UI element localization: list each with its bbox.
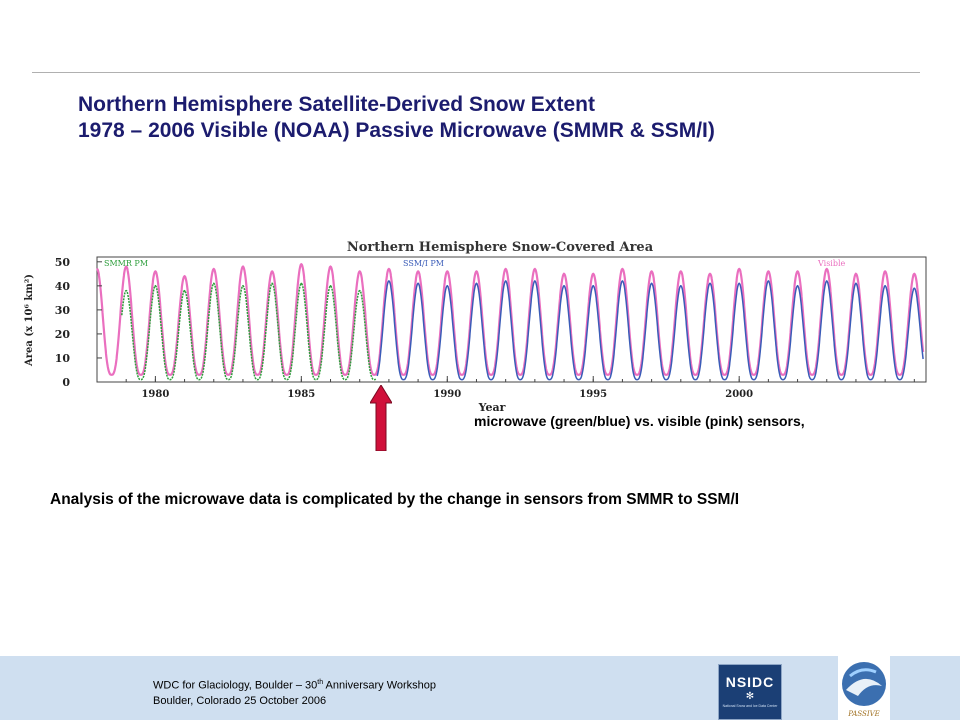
x-tick-label: 1995 bbox=[579, 389, 607, 400]
x-tick-label: 1985 bbox=[287, 389, 315, 400]
chart-title: Northern Hemisphere Snow-Covered Area bbox=[347, 240, 654, 255]
top-divider bbox=[32, 72, 920, 73]
x-axis-label: Year bbox=[478, 401, 506, 414]
series-line-visible bbox=[96, 262, 925, 376]
series-layer bbox=[96, 262, 925, 381]
x-tick-label: 2000 bbox=[725, 389, 753, 400]
data-point-smmr-pm bbox=[271, 282, 273, 285]
data-point-visible bbox=[125, 265, 127, 268]
data-point-visible bbox=[154, 270, 157, 273]
data-point-ssm-i-pm bbox=[825, 280, 828, 282]
y-tick-label: 10 bbox=[55, 352, 71, 365]
data-point-ssm-i-pm bbox=[767, 280, 770, 282]
nsidc-logo: NSIDC ✻ National Snow and Ice Data Cente… bbox=[718, 664, 782, 720]
data-point-ssm-i-pm bbox=[884, 285, 886, 287]
series-line-ssm-i-pm bbox=[376, 280, 924, 381]
data-point-smmr-pm bbox=[183, 289, 186, 292]
data-point-ssm-i-pm bbox=[680, 285, 682, 287]
data-point-ssm-i-pm bbox=[504, 280, 507, 282]
data-point-visible bbox=[212, 268, 215, 270]
data-point-smmr-pm bbox=[329, 285, 332, 287]
x-tick-label: 1980 bbox=[141, 389, 169, 400]
data-point-visible bbox=[650, 270, 653, 273]
data-point-visible bbox=[504, 268, 507, 270]
footer-line1: WDC for Glaciology, Boulder – 30th Anniv… bbox=[153, 679, 437, 692]
chart-label-smmr: SMMR PM bbox=[104, 259, 148, 268]
x-tick-label: 1990 bbox=[433, 389, 461, 400]
passive-logo-text: PASSIVE bbox=[847, 710, 880, 718]
data-point-visible bbox=[884, 270, 886, 273]
snow-extent-chart: Northern Hemisphere Snow-Covered Area 0 1… bbox=[24, 240, 927, 414]
y-tick-label: 0 bbox=[62, 376, 70, 389]
data-point-ssm-i-pm bbox=[796, 285, 799, 287]
data-point-visible bbox=[767, 270, 770, 273]
data-point-ssm-i-pm bbox=[913, 287, 916, 290]
data-point-ssm-i-pm bbox=[534, 280, 536, 282]
y-tick-label: 30 bbox=[55, 304, 71, 317]
footer-bar: WDC for Glaciology, Boulder – 30th Anniv… bbox=[0, 656, 960, 720]
data-point-visible bbox=[475, 270, 478, 273]
data-point-ssm-i-pm bbox=[475, 282, 478, 285]
data-point-smmr-pm bbox=[300, 282, 303, 285]
data-point-visible bbox=[709, 273, 711, 275]
data-point-ssm-i-pm bbox=[388, 280, 390, 282]
data-point-visible bbox=[796, 270, 799, 273]
data-point-visible bbox=[183, 275, 186, 278]
chart-label-ssmi: SSM/I PM bbox=[403, 259, 444, 268]
series-line-smmr-pm bbox=[121, 282, 377, 381]
data-point-visible bbox=[913, 273, 916, 275]
footer-text: WDC for Glaciology, Boulder – 30th Anniv… bbox=[153, 675, 436, 709]
y-tick-label: 20 bbox=[55, 328, 71, 341]
data-point-visible bbox=[855, 273, 857, 275]
y-tick-label: 40 bbox=[55, 280, 71, 293]
data-point-smmr-pm bbox=[242, 285, 244, 287]
data-point-visible bbox=[358, 270, 361, 273]
data-point-visible bbox=[446, 270, 449, 273]
data-point-ssm-i-pm bbox=[650, 282, 653, 285]
passive-logo: PASSIVE bbox=[838, 656, 890, 720]
data-point-smmr-pm bbox=[125, 289, 127, 292]
data-point-smmr-pm bbox=[212, 282, 215, 285]
axis-layer: 0 10 20 30 40 50 1980 1985 1990 1995 2000 bbox=[55, 256, 915, 400]
y-axis-label: Area (x 10⁶ km²) bbox=[24, 274, 35, 367]
data-point-visible bbox=[417, 270, 419, 273]
slide-title-line1: Northern Hemisphere Satellite-Derived Sn… bbox=[78, 93, 595, 116]
data-point-visible bbox=[329, 265, 332, 268]
chart-label-visible: Visible bbox=[817, 259, 846, 268]
data-point-visible bbox=[300, 263, 303, 266]
chart-caption: microwave (green/blue) vs. visible (pink… bbox=[474, 413, 805, 429]
data-point-ssm-i-pm bbox=[738, 282, 740, 285]
data-point-ssm-i-pm bbox=[709, 282, 711, 285]
data-point-visible bbox=[680, 270, 682, 273]
data-point-visible bbox=[621, 268, 624, 270]
data-point-visible bbox=[738, 268, 740, 270]
analysis-text: Analysis of the microwave data is compli… bbox=[50, 491, 740, 508]
data-point-smmr-pm bbox=[154, 285, 157, 287]
data-point-visible bbox=[534, 268, 536, 270]
snowflake-icon: ✻ bbox=[745, 691, 755, 702]
data-point-visible bbox=[825, 268, 828, 270]
data-point-visible bbox=[271, 270, 273, 273]
data-point-ssm-i-pm bbox=[417, 282, 419, 285]
slide-title-line2: 1978 – 2006 Visible (NOAA) Passive Micro… bbox=[78, 119, 715, 142]
data-point-visible bbox=[388, 268, 390, 270]
sensor-change-arrow bbox=[370, 385, 392, 451]
data-point-visible bbox=[563, 273, 565, 275]
slide-title: Northern Hemisphere Satellite-Derived Sn… bbox=[78, 92, 938, 144]
data-point-visible bbox=[96, 268, 98, 270]
y-tick-label: 50 bbox=[55, 256, 71, 269]
data-point-visible bbox=[242, 265, 244, 268]
footer-line2: Boulder, Colorado 25 October 2006 bbox=[153, 694, 327, 707]
data-point-ssm-i-pm bbox=[446, 285, 449, 287]
data-point-visible bbox=[592, 273, 595, 275]
data-point-smmr-pm bbox=[358, 289, 361, 292]
data-point-ssm-i-pm bbox=[592, 285, 595, 287]
data-point-ssm-i-pm bbox=[855, 282, 857, 285]
data-point-ssm-i-pm bbox=[621, 280, 624, 282]
data-point-ssm-i-pm bbox=[563, 285, 565, 287]
